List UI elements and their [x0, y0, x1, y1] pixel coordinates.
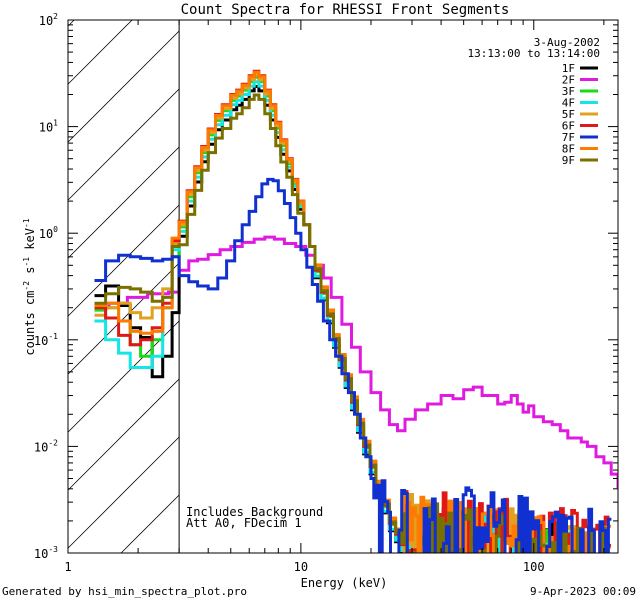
annotation-attenuator: Att A0, FDecim 1: [186, 516, 302, 530]
hatch-line: [67, 88, 180, 201]
y-tick-base: 10: [34, 440, 48, 454]
y-label-exp-1: -2: [22, 281, 31, 291]
hatch-line: [67, 378, 180, 491]
hatch-line: [67, 19, 133, 85]
series-7F: [94, 177, 612, 553]
y-label-part-1: counts cm: [23, 291, 37, 356]
y-label-part-3: keV: [23, 228, 37, 257]
legend-label-6F: 6F: [562, 120, 575, 133]
hatch-line: [67, 30, 180, 143]
hatch-line: [67, 204, 180, 317]
x-tick-label: 10: [294, 560, 308, 574]
series-2F: [94, 235, 618, 489]
x-tick-labels: 1 10 100: [64, 560, 544, 574]
hatch-line: [120, 494, 180, 554]
y-tick-base: 10: [34, 334, 48, 348]
y-axis-label: counts cm-2 s-1 keV-1: [22, 218, 37, 355]
y-tick-label: 101: [39, 119, 58, 135]
y-tick-label: 100: [39, 225, 58, 241]
y-tick-base: 10: [34, 547, 48, 561]
y-tick-exponent: -1: [48, 332, 58, 341]
footer-timestamp: 9-Apr-2023 00:09: [530, 585, 636, 598]
y-label-exp-2: -1: [22, 257, 31, 267]
legend-label-4F: 4F: [562, 97, 575, 110]
x-tick-label: 100: [523, 560, 545, 574]
annotation-time-range: 13:13:00 to 13:14:00: [468, 47, 600, 60]
y-label-part-2: s: [23, 267, 37, 281]
x-axis-label: Energy (keV): [301, 576, 388, 590]
y-tick-base: 10: [39, 227, 53, 241]
y-tick-exponent: 1: [53, 119, 58, 128]
plot-frame: [67, 19, 619, 554]
annotation-background: Includes Background: [186, 505, 323, 519]
y-tick-base: 10: [39, 121, 53, 135]
y-tick-label: 10-1: [34, 332, 58, 348]
hatch-line: [67, 262, 180, 375]
hatch-line: [67, 146, 180, 259]
footer-generator: Generated by hsi_min_spectra_plot.pro: [2, 585, 247, 598]
legend-label-1F: 1F: [562, 62, 575, 75]
axis-ticks: [67, 19, 618, 554]
y-tick-base: 10: [39, 14, 53, 28]
hatch-line: [67, 436, 180, 549]
legend-label-5F: 5F: [562, 108, 575, 121]
y-tick-label: 10-2: [34, 438, 58, 454]
y-tick-exponent: -3: [48, 545, 58, 554]
legend-label-3F: 3F: [562, 85, 575, 98]
legend-label-7F: 7F: [562, 131, 575, 144]
y-tick-exponent: -2: [48, 438, 58, 447]
chart-title: Count Spectra for RHESSI Front Segments: [181, 2, 510, 18]
y-tick-exponent: 2: [53, 12, 58, 21]
x-tick-label: 1: [64, 560, 71, 574]
y-label-exp-3: -1: [22, 218, 31, 228]
legend-label-8F: 8F: [562, 143, 575, 156]
series-group: [94, 69, 618, 553]
legend-label-9F: 9F: [562, 154, 575, 167]
y-tick-label: 10-3: [34, 545, 58, 561]
legend-label-2F: 2F: [562, 74, 575, 87]
y-tick-label: 102: [39, 12, 58, 28]
annotation-date: 3-Aug-2002: [534, 36, 600, 49]
y-tick-exponent: 0: [53, 225, 58, 234]
